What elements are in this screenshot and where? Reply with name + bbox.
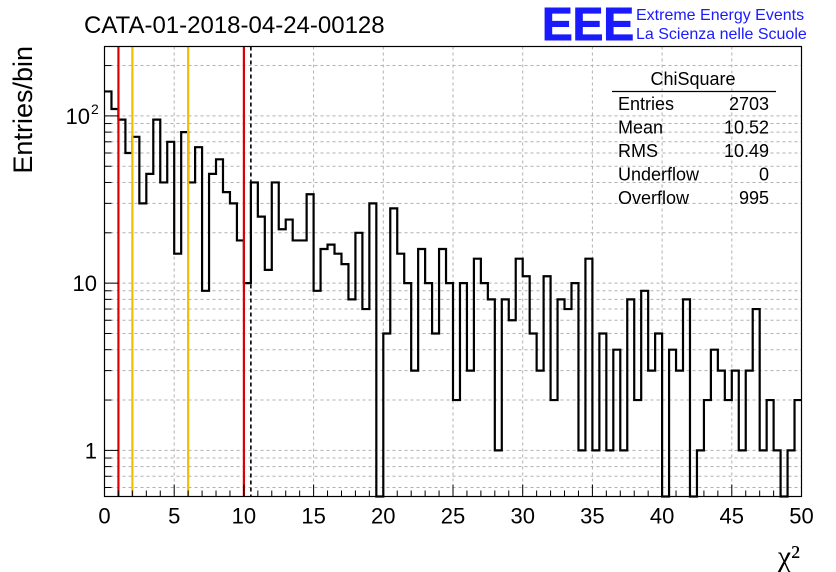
x-tick-label: 45 <box>720 504 744 529</box>
stats-label: RMS <box>618 141 658 161</box>
histogram-bin <box>397 254 404 497</box>
histogram-bin <box>202 291 209 497</box>
histogram-bin <box>453 400 460 496</box>
histogram-bin <box>634 400 641 496</box>
x-tick-label: 0 <box>98 504 110 529</box>
x-tick-label: 35 <box>580 504 604 529</box>
stats-label: Underflow <box>618 165 700 185</box>
x-tick-label: 10 <box>232 504 256 529</box>
logo-mark: EEE <box>542 0 634 50</box>
x-tick-label: 50 <box>789 504 813 529</box>
y-tick-label-exponent: 2 <box>91 101 99 117</box>
histogram-bin <box>411 371 418 497</box>
x-tick-label: 20 <box>371 504 395 529</box>
y-tick-label: 1 <box>85 438 97 463</box>
stats-value: 0 <box>759 165 769 185</box>
histogram-bin <box>760 450 767 496</box>
histogram-bin <box>335 254 342 497</box>
histogram-bin <box>174 254 181 497</box>
histogram-bin <box>509 320 516 496</box>
histogram-bin <box>551 400 558 496</box>
x-tick-label: 5 <box>168 504 180 529</box>
histogram-bin <box>432 333 439 496</box>
histogram-bin <box>648 371 655 497</box>
y-tick-label: 10 <box>73 271 97 296</box>
histogram-bin <box>620 450 627 496</box>
histogram-bin <box>537 371 544 497</box>
histogram-bin <box>481 283 488 496</box>
logo-line-1: Extreme Energy Events <box>636 7 804 24</box>
histogram-bin <box>739 450 746 496</box>
stats-value: 995 <box>739 188 769 208</box>
stats-value: 10.52 <box>724 118 769 138</box>
stats-label: Mean <box>618 118 663 138</box>
stats-box: ChiSquare Entries 2703 Mean 10.52 RMS 10.49 Un… <box>612 69 776 208</box>
x-tick-label: 30 <box>510 504 534 529</box>
histogram-bin <box>725 400 732 496</box>
y-axis-title: Entries/bin <box>8 46 38 174</box>
y-tick-label: 10 <box>66 104 90 129</box>
x-axis-title: χ² <box>777 540 800 572</box>
x-tick-label: 40 <box>650 504 674 529</box>
histogram-bin <box>286 220 293 497</box>
histogram-bins <box>104 90 802 498</box>
histogram-bin <box>467 371 474 497</box>
histogram-bin <box>314 291 321 497</box>
histogram-bin <box>265 270 272 497</box>
histogram-bin <box>160 182 167 496</box>
histogram-outline <box>104 90 802 498</box>
logo-line-2: La Scienza nelle Scuole <box>636 26 807 43</box>
stats-value: 2703 <box>729 94 769 114</box>
histogram-bin <box>495 450 502 496</box>
histogram-bin <box>592 450 599 496</box>
threshold-lines <box>117 46 252 497</box>
stats-title: ChiSquare <box>650 69 735 89</box>
histogram-bin <box>606 450 613 496</box>
histogram-bin <box>279 229 286 496</box>
histogram-bin <box>105 91 112 496</box>
eee-logo: EEE Extreme Energy Events La Scienza nel… <box>542 0 807 51</box>
stats-label: Overflow <box>618 188 690 208</box>
histogram-bin <box>578 450 585 496</box>
chart-title: CATA-01-2018-04-24-00128 <box>84 12 385 39</box>
histogram-bin <box>565 309 572 496</box>
stats-value: 10.49 <box>724 141 769 161</box>
x-tick-label: 15 <box>301 504 325 529</box>
histogram-bin <box>362 309 369 496</box>
histogram-bin <box>676 371 683 497</box>
stats-label: Entries <box>618 94 674 114</box>
x-tick-label: 25 <box>441 504 465 529</box>
histogram-bin <box>146 174 153 497</box>
histogram-bin <box>216 159 223 496</box>
plot-frame <box>103 45 803 498</box>
